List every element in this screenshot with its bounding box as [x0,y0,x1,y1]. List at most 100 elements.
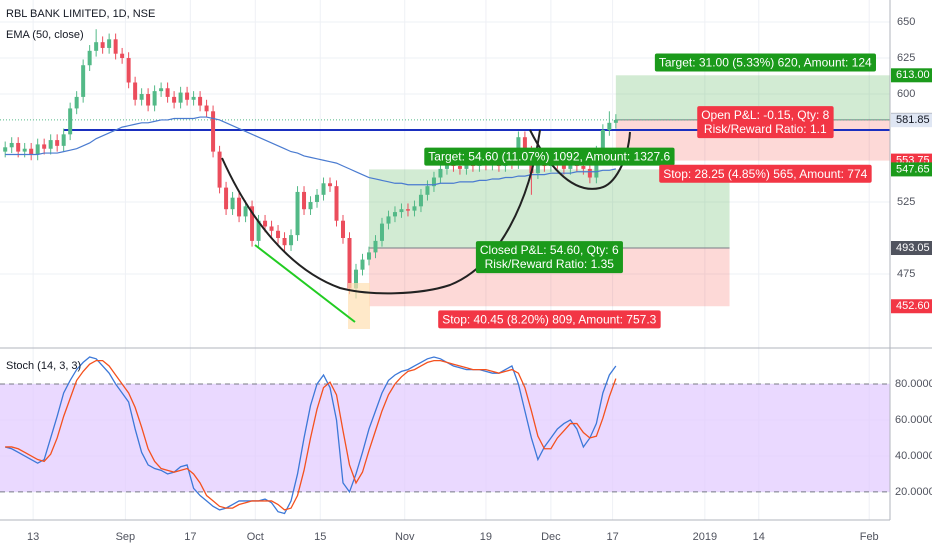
candle-body [334,186,339,221]
position-labels: Target: 54.60 (11.07%) 1092, Amount: 132… [424,53,876,329]
candle-body [159,88,164,92]
candle-body [379,223,384,241]
candle-body [308,202,313,210]
price-tag [891,162,932,177]
price-tag-label: 613.00 [896,69,930,81]
position-label: Closed P&L: 54.60, Qty: 6 [480,243,619,257]
x-tick-label: 13 [27,531,39,543]
x-tick-label: Oct [247,531,264,543]
x-tick-label: 14 [753,531,765,543]
x-tick-label: Feb [860,531,879,543]
candle-body [61,134,66,146]
candle-body [152,91,157,106]
candle-body [399,209,404,213]
price-tag-label: 547.65 [896,163,930,175]
candle-body [94,42,99,51]
candle-body [22,148,27,152]
drawings [221,129,631,329]
candle-body [431,177,436,187]
stoch-title: Stoch (14, 3, 3) [6,360,81,372]
candle-body [224,187,229,210]
trend-line [254,244,356,323]
candle-body [405,209,410,211]
cup-curve [221,129,541,295]
x-tick-label: 17 [184,531,196,543]
legend-entry: EMA (50, close) [6,29,84,41]
price-tag [891,241,932,256]
candle-body [243,206,248,217]
candle-body [444,163,449,169]
label-background [654,53,876,72]
price-tag-label: 493.05 [896,242,930,254]
candle-body [269,226,274,231]
candle-body [87,50,92,66]
y-tick-label: 20.0000 [895,486,932,498]
y-tick-label: 80.0000 [895,378,932,390]
label-background [475,241,623,274]
stoch-pane [0,356,890,515]
chart-title: RBL BANK LIMITED, 1D, NSE [6,8,155,20]
y-tick-label: 600 [897,88,915,100]
candle-body [464,163,469,169]
candle-body [107,39,112,48]
candle-body [328,183,333,187]
series-line [5,356,617,515]
candle-body [282,237,287,246]
candle-body [113,39,118,54]
candle-body [204,105,209,112]
price-tag-label: 452.60 [896,300,930,312]
candle-body [438,168,443,178]
candle-body [100,42,105,48]
candle-body [230,197,235,210]
x-tick-label: Sep [116,531,136,543]
ema-line [5,116,616,186]
highlight-box [348,283,370,329]
candle-body [133,82,138,100]
candle-body [211,111,216,152]
candle-body [600,130,605,152]
candle-body [178,92,183,103]
candle-body [139,94,144,100]
candle-body [237,197,242,217]
candle-body [522,137,527,152]
position-label: Risk/Reward Ratio: 1.35 [485,257,615,271]
candle-body [457,166,462,169]
candle-body [587,168,592,178]
candle-body [9,142,14,148]
candle-body [68,108,73,135]
x-tick-label: 17 [606,531,618,543]
price-tag [891,113,932,128]
candle-body [347,237,352,289]
candle-body [581,166,586,169]
candle-body [412,206,417,211]
position-label: Target: 54.60 (11.07%) 1092, Amount: 132… [428,150,670,164]
candle-body [354,269,358,289]
candle-body [418,194,423,207]
label-background [424,147,675,166]
band-fill [0,383,890,492]
candle-body [289,235,294,246]
x-tick-label: Nov [395,531,415,543]
candle-body [198,96,203,106]
candle-body [386,216,391,224]
candle-body [74,96,79,109]
position-label: Risk/Reward Ratio: 1.1 [704,122,827,136]
candle-body [321,183,326,195]
price-tag-label: 581.85 [896,114,930,126]
series-line [5,359,617,511]
x-tick-label: Dec [541,531,561,543]
candle-body [341,220,346,238]
candle-body [146,94,151,106]
price-tag [891,299,932,314]
label-background [438,310,661,329]
candle-body [165,88,170,97]
candle-body [561,163,566,169]
candle-body [55,140,60,146]
y-tick-label: 60.0000 [895,414,932,426]
y-tick-label: 40.0000 [895,450,932,462]
candle-body [29,148,34,155]
candle-body [425,186,430,195]
candle-body [613,119,618,123]
candle-body [48,140,53,149]
